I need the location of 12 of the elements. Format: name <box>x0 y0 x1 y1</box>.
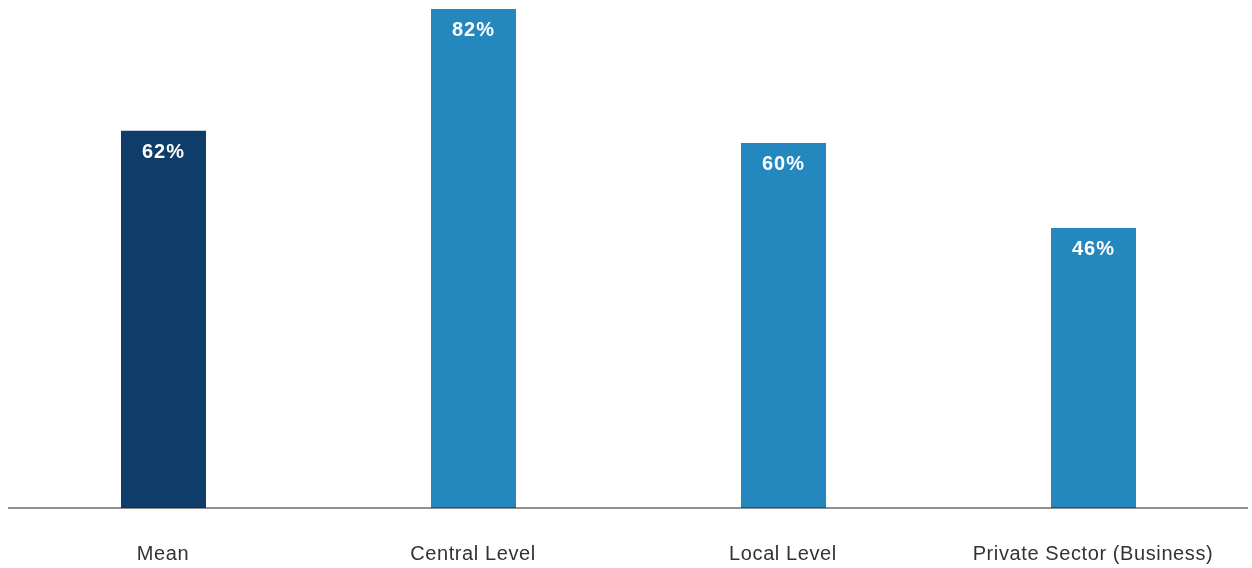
data-label: 62% <box>141 139 186 162</box>
bar <box>431 9 516 508</box>
bar <box>741 142 826 508</box>
x-tick-label: Local Level <box>729 542 837 565</box>
x-tick-label: Central Level <box>410 542 536 565</box>
data-label: 60% <box>761 152 806 175</box>
bar <box>1051 228 1136 508</box>
x-tick-label: Mean <box>136 542 190 565</box>
bar <box>121 130 206 508</box>
data-label: 46% <box>1071 237 1116 260</box>
x-tick-label: Private Sector (Business) <box>972 542 1214 565</box>
data-label: 82% <box>451 18 496 41</box>
